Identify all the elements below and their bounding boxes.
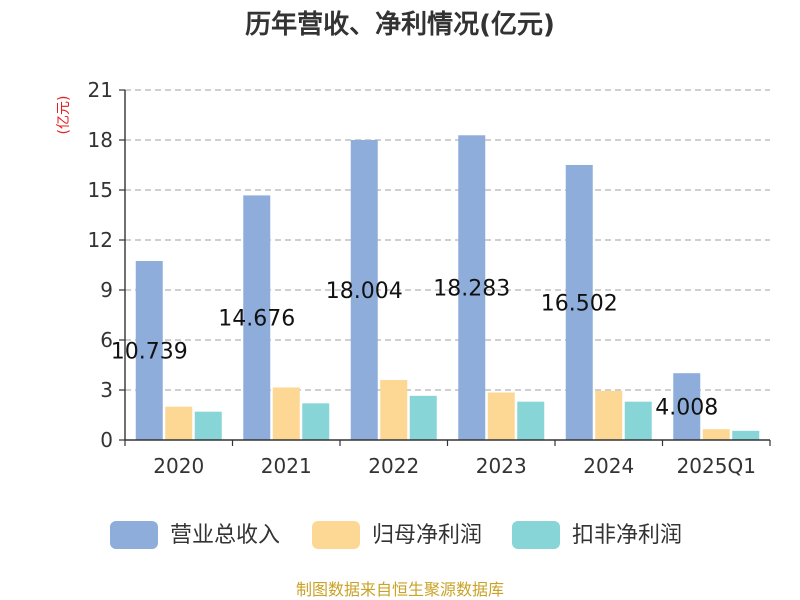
data-labels: 10.739 14.676 18.004 18.283 16.502 4.008 bbox=[111, 277, 718, 421]
legend-swatch bbox=[312, 521, 360, 549]
bar-net-profit bbox=[487, 392, 515, 440]
bar-net-profit bbox=[380, 380, 408, 440]
x-tick-label: 2023 bbox=[476, 454, 527, 478]
bar-deducted-net-profit bbox=[302, 403, 330, 440]
x-tick-label: 2021 bbox=[261, 454, 312, 478]
data-label-revenue: 18.283 bbox=[433, 277, 510, 302]
x-tick-label: 2025Q1 bbox=[677, 454, 756, 478]
legend-label: 营业总收入 bbox=[170, 523, 280, 548]
y-tick-label: 6 bbox=[100, 328, 113, 352]
bar-revenue bbox=[243, 195, 271, 440]
y-tick-label: 12 bbox=[88, 228, 113, 252]
legend-label: 扣非净利润 bbox=[572, 523, 682, 548]
bar-deducted-net-profit bbox=[517, 401, 545, 440]
grid-lines bbox=[125, 89, 770, 391]
bar-net-profit bbox=[595, 390, 623, 440]
data-label-revenue: 18.004 bbox=[326, 279, 403, 304]
data-label-revenue: 16.502 bbox=[541, 291, 618, 316]
bar-deducted-net-profit bbox=[194, 411, 222, 440]
bar-net-profit bbox=[165, 406, 193, 440]
y-tick-label: 3 bbox=[100, 378, 113, 402]
chart-title: 历年营收、净利情况(亿元) bbox=[245, 9, 555, 40]
data-label-revenue: 10.739 bbox=[111, 340, 188, 365]
y-tick-label: 15 bbox=[88, 178, 113, 202]
y-axis-ticks: 0 3 6 9 12 15 18 21 bbox=[88, 78, 125, 452]
x-tick-label: 2024 bbox=[583, 454, 634, 478]
bar-revenue bbox=[565, 164, 593, 440]
x-axis-ticks: 2020 2021 2022 2023 2024 2025Q1 bbox=[124, 440, 771, 478]
legend-label: 归母净利润 bbox=[372, 523, 482, 548]
bar-deducted-net-profit bbox=[409, 395, 437, 440]
x-tick-label: 2020 bbox=[153, 454, 204, 478]
data-label-revenue: 4.008 bbox=[655, 396, 718, 421]
y-tick-label: 0 bbox=[100, 428, 113, 452]
y-tick-label: 21 bbox=[88, 78, 113, 102]
source-note: 制图数据来自恒生聚源数据库 bbox=[296, 580, 504, 599]
legend-swatch bbox=[512, 521, 560, 549]
y-tick-label: 9 bbox=[100, 278, 113, 302]
y-axis-unit-label: (亿元) bbox=[56, 96, 72, 135]
data-label-revenue: 14.676 bbox=[218, 307, 295, 332]
bar-revenue bbox=[673, 373, 701, 440]
bar-net-profit bbox=[272, 387, 300, 440]
bars bbox=[135, 135, 760, 441]
bar-revenue bbox=[135, 261, 163, 440]
bar-deducted-net-profit bbox=[624, 401, 652, 440]
bar-deducted-net-profit bbox=[732, 430, 760, 440]
legend: 营业总收入 归母净利润 扣非净利润 bbox=[110, 521, 682, 549]
bar-net-profit bbox=[702, 429, 730, 440]
x-tick-label: 2022 bbox=[368, 454, 419, 478]
legend-swatch bbox=[110, 521, 158, 549]
bar-revenue bbox=[350, 139, 378, 440]
y-tick-label: 18 bbox=[88, 128, 113, 152]
bar-revenue bbox=[458, 135, 486, 441]
